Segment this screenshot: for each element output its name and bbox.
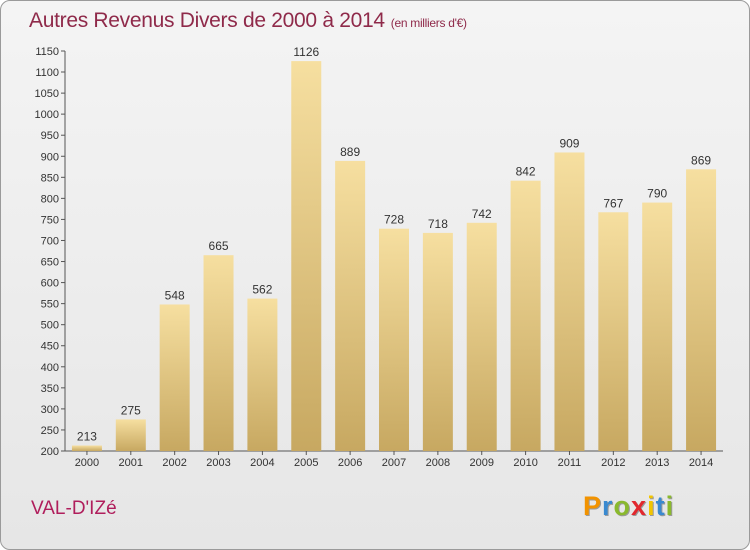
logo-letter: i <box>665 491 675 521</box>
logo-letter: i <box>647 491 656 521</box>
x-tick-label: 2002 <box>162 457 186 469</box>
x-tick-label: 2010 <box>513 457 537 469</box>
data-label: 728 <box>384 213 404 227</box>
bar <box>247 298 278 451</box>
y-tick-label: 750 <box>41 214 59 226</box>
bar <box>598 212 629 451</box>
bar <box>335 160 366 452</box>
y-tick-label: 500 <box>41 320 59 332</box>
x-tick-label: 2012 <box>601 457 625 469</box>
chart-title-main: Autres Revenus Divers de 2000 à 2014 <box>29 9 385 32</box>
y-tick-label: 300 <box>41 404 59 416</box>
y-tick-label: 550 <box>41 299 59 311</box>
x-tick-label: 2007 <box>382 457 406 469</box>
y-tick-label: 900 <box>41 151 59 163</box>
bar <box>291 61 322 452</box>
x-tick-label: 2004 <box>250 457 274 469</box>
data-labels: 213 275 548 665 562 1126 889 728 718 742 842 909 767… <box>77 45 711 443</box>
y-tick-label: 1050 <box>35 88 59 100</box>
proxiti-logo[interactable]: Proxiti <box>583 491 674 522</box>
logo-letter: t <box>655 491 666 521</box>
data-label: 790 <box>647 187 667 201</box>
y-tick-label: 400 <box>41 362 59 374</box>
y-tick-label: 800 <box>41 193 59 205</box>
data-label: 1126 <box>293 45 319 59</box>
y-tick-label: 950 <box>41 130 59 142</box>
y-tick-label: 700 <box>41 235 59 247</box>
logo-letter: r <box>602 491 614 521</box>
bars <box>71 61 717 452</box>
data-label: 742 <box>472 207 492 221</box>
x-tick-label: 2005 <box>294 457 318 469</box>
y-tick-label: 1000 <box>35 109 59 121</box>
bar <box>71 445 102 451</box>
data-label: 869 <box>691 153 711 167</box>
commune-name: VAL-D'IZé <box>31 498 117 519</box>
chart-title: Autres Revenus Divers de 2000 à 2014 (en … <box>29 9 467 33</box>
y-tick-label: 450 <box>41 341 59 353</box>
x-tick-label: 2014 <box>689 457 713 469</box>
bar <box>554 152 585 451</box>
chart-subtitle: (en milliers d'€) <box>390 16 467 30</box>
x-tick-label: 2000 <box>75 457 99 469</box>
bar <box>159 304 190 451</box>
data-label: 548 <box>165 288 185 302</box>
x-tick-label: 2008 <box>426 457 450 469</box>
y-tick-label: 650 <box>41 257 59 269</box>
bar <box>115 419 146 451</box>
x-tick-label: 2006 <box>338 457 362 469</box>
bar <box>466 222 497 451</box>
y-tick-label: 350 <box>41 383 59 395</box>
data-label: 889 <box>340 145 360 159</box>
logo-letter: x <box>631 491 648 521</box>
x-tick-label: 2013 <box>645 457 669 469</box>
bar <box>203 255 234 451</box>
data-label: 665 <box>209 239 229 253</box>
y-tick-label: 1100 <box>35 67 59 79</box>
bar <box>379 228 409 451</box>
x-tick-label: 2003 <box>206 457 230 469</box>
data-label: 909 <box>559 136 579 150</box>
data-label: 562 <box>252 283 272 297</box>
x-tick-label: 2001 <box>119 457 143 469</box>
data-label: 767 <box>603 196 623 210</box>
bar <box>686 169 717 451</box>
y-tick-label: 850 <box>41 172 59 184</box>
data-label: 842 <box>516 165 536 179</box>
x-tick-label: 2011 <box>558 457 582 469</box>
y-tick-label: 600 <box>41 278 59 290</box>
y-tick-label: 1150 <box>35 46 59 58</box>
data-label: 718 <box>428 217 448 231</box>
data-label: 213 <box>77 430 97 444</box>
logo-letter: P <box>583 491 603 521</box>
y-tick-label: 200 <box>41 446 59 458</box>
logo-letter: o <box>613 491 632 521</box>
bar <box>642 202 673 451</box>
bar <box>422 232 453 451</box>
data-label: 275 <box>121 403 141 417</box>
x-tick-label: 2009 <box>469 457 493 469</box>
bar <box>510 180 541 451</box>
y-tick-label: 250 <box>41 425 59 437</box>
